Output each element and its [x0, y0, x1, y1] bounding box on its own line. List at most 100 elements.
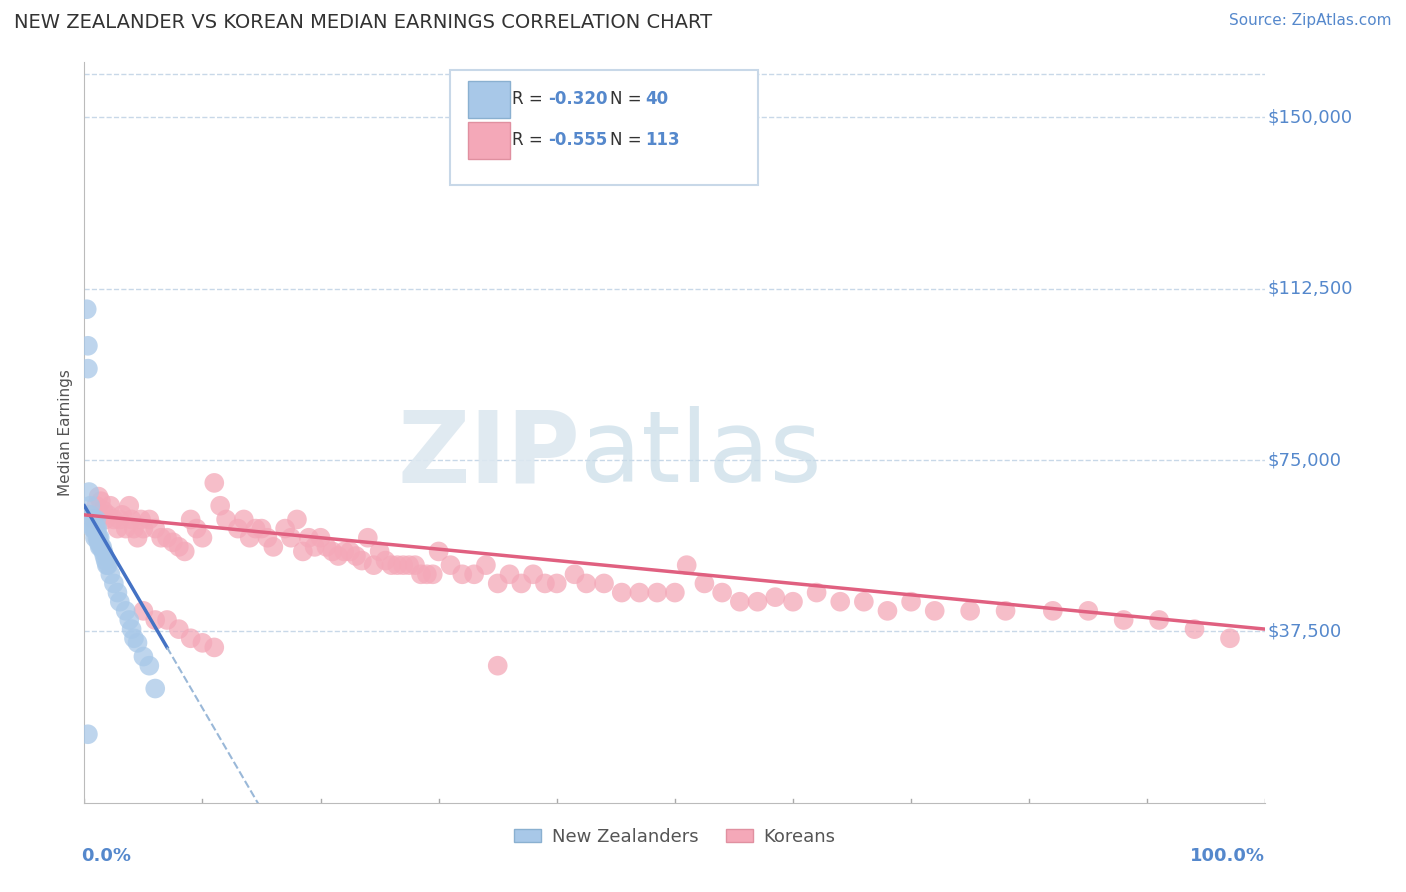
Point	[475, 558, 498, 573]
Point	[564, 567, 586, 582]
Point	[806, 585, 828, 599]
Point	[900, 595, 922, 609]
Point	[89, 540, 111, 554]
Point	[628, 585, 651, 599]
Point	[315, 540, 337, 554]
Point	[350, 553, 373, 567]
Point	[747, 595, 769, 609]
Point	[321, 544, 343, 558]
Point	[1042, 604, 1064, 618]
Point	[344, 549, 367, 563]
Text: NEW ZEALANDER VS KOREAN MEDIAN EARNINGS CORRELATION CHART: NEW ZEALANDER VS KOREAN MEDIAN EARNINGS …	[14, 13, 713, 32]
Point	[138, 658, 160, 673]
Point	[409, 567, 432, 582]
Point	[79, 508, 101, 522]
Point	[191, 531, 214, 545]
Point	[91, 540, 114, 554]
Point	[256, 531, 278, 545]
Point	[593, 576, 616, 591]
Point	[82, 522, 104, 536]
Point	[83, 522, 105, 536]
Point	[132, 522, 155, 536]
Point	[924, 604, 946, 618]
Point	[121, 622, 143, 636]
Point	[852, 595, 875, 609]
FancyBboxPatch shape	[450, 70, 758, 185]
Point	[127, 636, 149, 650]
Point	[111, 508, 134, 522]
Point	[510, 576, 533, 591]
Point	[610, 585, 633, 599]
Point	[398, 558, 420, 573]
Point	[711, 585, 734, 599]
Text: 40: 40	[645, 90, 668, 109]
Point	[91, 544, 114, 558]
Point	[129, 512, 152, 526]
Point	[118, 613, 141, 627]
Point	[959, 604, 981, 618]
Point	[96, 558, 118, 573]
Point	[451, 567, 474, 582]
Text: 0.0%: 0.0%	[80, 847, 131, 865]
Text: $75,000: $75,000	[1268, 451, 1341, 469]
Point	[143, 681, 166, 696]
Text: N =: N =	[610, 131, 647, 149]
Point	[103, 512, 125, 526]
Point	[103, 576, 125, 591]
Point	[150, 531, 173, 545]
Point	[97, 508, 120, 522]
Point	[392, 558, 415, 573]
Point	[83, 512, 105, 526]
Point	[94, 553, 117, 567]
Point	[91, 503, 114, 517]
Point	[374, 553, 396, 567]
Point	[98, 567, 121, 582]
Point	[186, 522, 208, 536]
Point	[357, 531, 380, 545]
Point	[439, 558, 461, 573]
Point	[274, 522, 297, 536]
Point	[534, 576, 557, 591]
Point	[108, 512, 131, 526]
Point	[728, 595, 751, 609]
Point	[94, 512, 117, 526]
Point	[114, 522, 136, 536]
Point	[86, 531, 108, 545]
Point	[167, 622, 190, 636]
Point	[427, 544, 450, 558]
Point	[422, 567, 444, 582]
Point	[77, 727, 100, 741]
Point	[143, 522, 166, 536]
Point	[83, 512, 105, 526]
Point	[285, 512, 308, 526]
Point	[97, 558, 120, 573]
Point	[830, 595, 852, 609]
Text: ZIP: ZIP	[398, 407, 581, 503]
Point	[546, 576, 568, 591]
Point	[167, 540, 190, 554]
Point	[368, 544, 391, 558]
Point	[84, 531, 107, 545]
Point	[108, 595, 131, 609]
Text: Source: ZipAtlas.com: Source: ZipAtlas.com	[1229, 13, 1392, 29]
Point	[645, 585, 668, 599]
Point	[80, 512, 103, 526]
Text: -0.320: -0.320	[548, 90, 607, 109]
Point	[180, 512, 202, 526]
Point	[132, 649, 155, 664]
Point	[309, 531, 332, 545]
Point	[876, 604, 898, 618]
Point	[79, 499, 101, 513]
Point	[87, 531, 110, 545]
Point	[87, 535, 110, 549]
Point	[498, 567, 520, 582]
Point	[404, 558, 426, 573]
Point	[486, 576, 509, 591]
Point	[143, 613, 166, 627]
Point	[522, 567, 544, 582]
Point	[339, 544, 361, 558]
Point	[262, 540, 284, 554]
Point	[291, 544, 314, 558]
Point	[84, 522, 107, 536]
Point	[328, 549, 350, 563]
